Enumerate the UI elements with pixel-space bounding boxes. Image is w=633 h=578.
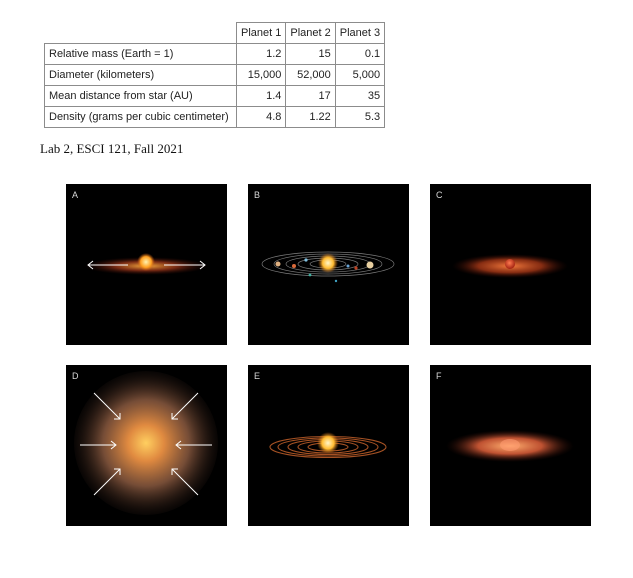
thick-disk-illustration — [446, 430, 574, 462]
panel-label: F — [436, 371, 442, 381]
star-with-rings-illustration — [269, 432, 387, 459]
cell-value: 0.1 — [334, 43, 386, 65]
cell-value: 4.8 — [235, 106, 287, 128]
table-row: Density (grams per cubic centimeter) 4.8… — [44, 106, 386, 128]
table-header-row: Planet 1 Planet 2 Planet 3 — [44, 22, 386, 44]
header-planet-3: Planet 3 — [334, 22, 386, 44]
panel-label: B — [254, 190, 261, 200]
header-planet-2: Planet 2 — [285, 22, 336, 44]
panel-label: D — [72, 371, 79, 381]
header-blank-cell — [44, 22, 237, 44]
cell-value: 5.3 — [334, 106, 386, 128]
cell-value: 5,000 — [334, 64, 386, 86]
row-label: Relative mass (Earth = 1) — [44, 43, 237, 65]
panel-b-image: B — [248, 184, 409, 345]
panel-label: E — [254, 371, 261, 381]
panel-d-image: D — [66, 365, 227, 526]
row-label: Diameter (kilometers) — [44, 64, 237, 86]
panel-label: C — [436, 190, 443, 200]
cell-value: 1.2 — [235, 43, 287, 65]
row-label: Mean distance from star (AU) — [44, 85, 237, 107]
panel-a-image: A — [66, 184, 227, 345]
panel-e-image: E — [248, 365, 409, 526]
panel-c-image: C — [430, 184, 591, 345]
panel-label: A — [72, 190, 79, 200]
cell-value: 52,000 — [285, 64, 336, 86]
panel-f-image: F — [430, 365, 591, 526]
planetary-system-illustration — [261, 251, 395, 283]
cell-value: 17 — [285, 85, 336, 107]
table-row: Diameter (kilometers) 15,000 52,000 5,00… — [44, 64, 386, 86]
cell-value: 15,000 — [235, 64, 287, 86]
collapsing-cloud-illustration — [74, 371, 218, 515]
header-planet-1: Planet 1 — [235, 22, 287, 44]
row-label: Density (grams per cubic centimeter) — [44, 106, 237, 128]
lab-caption: Lab 2, ESCI 121, Fall 2021 — [40, 141, 184, 156]
planet-data-table: Planet 1 Planet 2 Planet 3 Relative mass… — [44, 22, 386, 128]
table-row: Relative mass (Earth = 1) 1.2 15 0.1 — [44, 43, 386, 65]
cell-value: 35 — [334, 85, 386, 107]
cell-value: 1.4 — [235, 85, 287, 107]
cell-value: 15 — [285, 43, 336, 65]
glowing-disk-illustration — [452, 254, 568, 278]
disk-with-arrows-illustration — [84, 253, 208, 275]
table-row: Mean distance from star (AU) 1.4 17 35 — [44, 85, 386, 107]
cell-value: 1.22 — [285, 106, 336, 128]
